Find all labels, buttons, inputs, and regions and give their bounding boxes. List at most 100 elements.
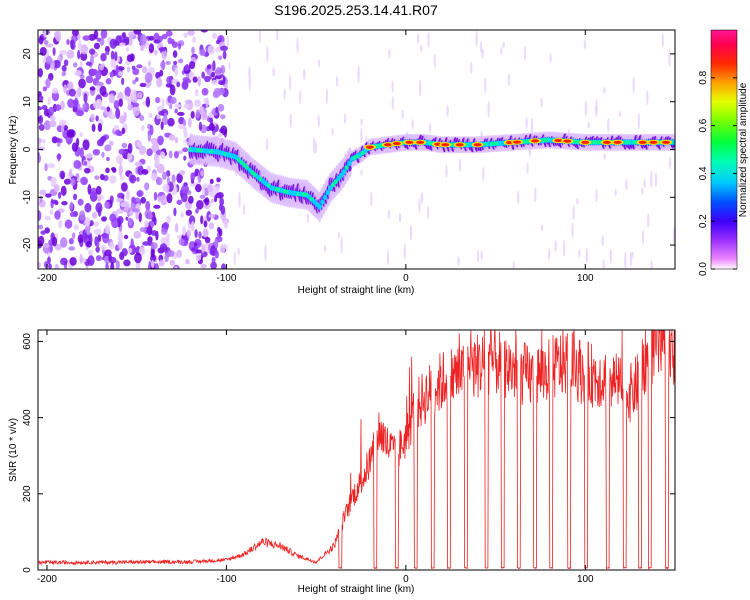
noise-blob <box>90 187 98 199</box>
noise-blob <box>83 92 88 103</box>
noise-blob <box>199 105 205 116</box>
streak-blob <box>479 40 483 53</box>
noise-blob <box>114 51 118 62</box>
noise-blob <box>48 263 52 269</box>
noise-blob <box>128 247 133 254</box>
noise-blob <box>63 84 68 94</box>
noise-blob <box>176 173 183 184</box>
noise-blob <box>60 185 67 196</box>
streak-blob <box>272 66 275 77</box>
noise-blob <box>73 224 79 231</box>
noise-blob <box>189 181 196 187</box>
noise-blob <box>47 96 51 106</box>
noise-blob <box>83 161 88 166</box>
noise-blob <box>154 263 159 269</box>
noise-blob <box>121 248 128 257</box>
noise-blob <box>218 55 223 60</box>
noise-blob <box>73 193 78 201</box>
noise-blob <box>153 204 161 209</box>
noise-blob <box>49 120 57 128</box>
noise-blob <box>84 153 93 159</box>
noise-blob <box>92 148 101 156</box>
noise-blob <box>108 93 115 104</box>
noise-blob <box>195 254 202 262</box>
noise-blob <box>38 224 44 230</box>
noise-blob <box>126 54 134 63</box>
noise-blob <box>216 177 221 183</box>
noise-blob <box>135 77 139 82</box>
streak-blob <box>516 190 520 205</box>
noise-blob <box>86 241 92 248</box>
noise-blob <box>182 147 189 153</box>
streak-blob <box>601 235 604 246</box>
noise-blob <box>93 221 99 228</box>
noise-blob <box>177 42 182 50</box>
noise-blob <box>38 35 44 45</box>
streak-blob <box>426 205 430 220</box>
hotspot-core <box>613 140 622 144</box>
noise-blob <box>147 236 153 243</box>
noise-blob <box>96 99 103 108</box>
noise-blob <box>102 233 110 244</box>
noise-blob <box>77 49 81 60</box>
noise-blob <box>43 40 49 45</box>
noise-blob <box>177 234 182 239</box>
spectrogram-xtick-label: -200 <box>37 273 57 284</box>
ridge-peak <box>333 179 338 184</box>
hotspot-core <box>416 140 425 144</box>
noise-blob <box>184 99 193 105</box>
noise-blob <box>211 71 216 78</box>
noise-blob <box>104 201 110 209</box>
noise-blob <box>100 30 108 39</box>
noise-blob <box>109 241 115 250</box>
noise-blob <box>148 43 155 54</box>
noise-blob <box>200 263 207 269</box>
streak-blob <box>646 90 649 106</box>
noise-blob <box>159 243 168 252</box>
noise-blob <box>190 172 195 182</box>
noise-blob <box>214 238 219 249</box>
streak-blob <box>357 65 360 84</box>
noise-blob <box>109 213 117 223</box>
noise-blob <box>68 88 76 97</box>
noise-blob <box>211 79 218 86</box>
noise-blob <box>141 168 149 175</box>
streak-blob <box>296 37 299 53</box>
noise-blob <box>96 84 100 92</box>
streak-blob <box>637 112 641 130</box>
ridge-core <box>341 169 347 175</box>
streak-blob <box>631 251 634 259</box>
streak-blob <box>306 213 309 224</box>
noise-blob <box>38 235 45 246</box>
colorbar: 0.0 0.2 0.4 0.6 0.8 Normalized spectral ampl… <box>698 29 749 276</box>
noise-blob <box>161 48 168 60</box>
noise-blob <box>180 212 184 218</box>
noise-blob <box>176 249 183 258</box>
noise-blob <box>167 117 175 127</box>
noise-blob <box>101 151 105 158</box>
noise-blob <box>177 111 185 117</box>
noise-blob <box>115 64 119 75</box>
snr-panel: -200 -100 0 100 0 200 400 600 Height of straig… <box>8 329 676 595</box>
noise-blob <box>155 71 161 80</box>
noise-blob <box>57 138 63 144</box>
noise-blob <box>40 230 46 235</box>
noise-blob <box>220 125 228 136</box>
noise-blob <box>71 232 76 240</box>
colorbar-tick-label: 0.2 <box>698 214 709 228</box>
noise-blob <box>116 208 122 214</box>
streak-blob <box>317 114 320 128</box>
noise-blob <box>212 60 216 72</box>
noise-blob <box>38 146 45 152</box>
noise-blob <box>115 259 120 269</box>
noise-blob <box>130 238 134 250</box>
noise-blob <box>140 197 147 204</box>
snr-y-label: SNR (10 * v/v) <box>8 418 19 482</box>
noise-blob <box>125 46 130 52</box>
streak-blob <box>540 224 544 231</box>
noise-blob <box>59 170 66 180</box>
noise-blob <box>91 123 96 132</box>
streak-blob <box>572 205 575 220</box>
noise-blob <box>185 209 193 216</box>
noise-blob <box>67 98 75 108</box>
